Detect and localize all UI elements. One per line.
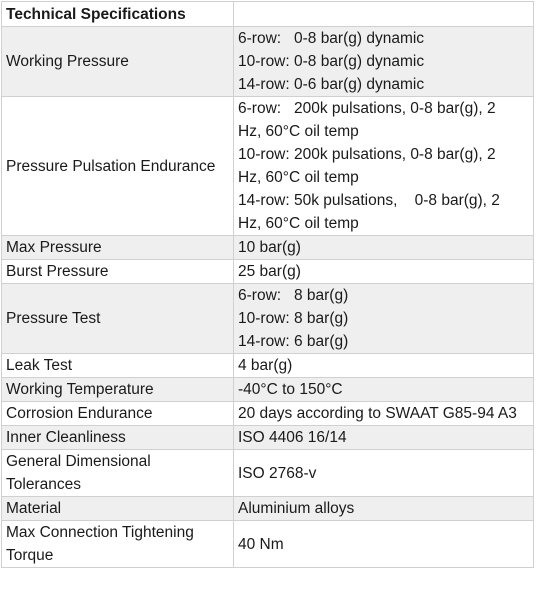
- spec-value: ISO 2768-v: [233, 449, 534, 497]
- spec-value: 6-row: 200k pulsations, 0-8 bar(g), 2 Hz…: [233, 96, 534, 236]
- spec-label: Corrosion Endurance: [1, 401, 234, 426]
- technical-specifications-table: Technical Specifications Working Pressur…: [1, 1, 534, 568]
- table-row: Corrosion Endurance 20 days according to…: [1, 401, 534, 426]
- spec-label: Material: [1, 496, 234, 521]
- spec-value: Aluminium alloys: [233, 496, 534, 521]
- spec-value: 4 bar(g): [233, 353, 534, 378]
- spec-value: 10 bar(g): [233, 235, 534, 260]
- table-row: Working Pressure 6-row: 0-8 bar(g) dynam…: [1, 26, 534, 97]
- spec-label: Inner Cleanliness: [1, 425, 234, 450]
- spec-value: 25 bar(g): [233, 259, 534, 284]
- spec-value-line: Hz, 60°C oil temp: [238, 169, 359, 186]
- table-header-row: Technical Specifications: [1, 1, 534, 27]
- table-row: Max Pressure 10 bar(g): [1, 235, 534, 260]
- spec-label: Max Connection Tightening Torque: [1, 520, 234, 568]
- spec-value-line: 6-row: 0-8 bar(g) dynamic: [238, 30, 425, 47]
- table-row: Pressure Pulsation Endurance 6-row: 200k…: [1, 96, 534, 236]
- spec-value: -40°C to 150°C: [233, 377, 534, 402]
- spec-value: ISO 4406 16/14: [233, 425, 534, 450]
- spec-value-line: Hz, 60°C oil temp: [238, 123, 359, 140]
- spec-value-line: 10-row: 200k pulsations, 0-8 bar(g), 2: [238, 146, 496, 163]
- spec-label: General Dimensional Tolerances: [1, 449, 234, 497]
- table-row: General Dimensional Tolerances ISO 2768-…: [1, 449, 534, 497]
- spec-value: 6-row: 0-8 bar(g) dynamic 10-row: 0-8 ba…: [233, 26, 534, 97]
- spec-value-line: 10-row: 8 bar(g): [238, 310, 349, 327]
- spec-value-line: 6-row: 8 bar(g): [238, 287, 349, 304]
- spec-label: Leak Test: [1, 353, 234, 378]
- spec-value-line: Hz, 60°C oil temp: [238, 215, 359, 232]
- table-header-value: [233, 1, 534, 27]
- table-row: Inner Cleanliness ISO 4406 16/14: [1, 425, 534, 450]
- spec-value-line: 14-row: 6 bar(g): [238, 333, 349, 350]
- table-row: Burst Pressure 25 bar(g): [1, 259, 534, 284]
- spec-value: 20 days according to SWAAT G85-94 A3: [233, 401, 534, 426]
- spec-value-line: 14-row: 0-6 bar(g) dynamic: [238, 76, 425, 93]
- table-row: Working Temperature -40°C to 150°C: [1, 377, 534, 402]
- spec-value: 6-row: 8 bar(g) 10-row: 8 bar(g) 14-row:…: [233, 283, 534, 354]
- spec-label: Working Pressure: [1, 26, 234, 97]
- spec-value-line: 6-row: 200k pulsations, 0-8 bar(g), 2: [238, 100, 496, 117]
- spec-label: Working Temperature: [1, 377, 234, 402]
- spec-label: Burst Pressure: [1, 259, 234, 284]
- spec-value-line: 14-row: 50k pulsations, 0-8 bar(g), 2: [238, 192, 500, 209]
- table-title: Technical Specifications: [1, 1, 234, 27]
- table-row: Max Connection Tightening Torque 40 Nm: [1, 520, 534, 568]
- table-row: Material Aluminium alloys: [1, 496, 534, 521]
- table-row: Pressure Test 6-row: 8 bar(g) 10-row: 8 …: [1, 283, 534, 354]
- spec-value-line: 10-row: 0-8 bar(g) dynamic: [238, 53, 425, 70]
- spec-label: Max Pressure: [1, 235, 234, 260]
- spec-value: 40 Nm: [233, 520, 534, 568]
- spec-label: Pressure Pulsation Endurance: [1, 96, 234, 236]
- spec-label: Pressure Test: [1, 283, 234, 354]
- table-row: Leak Test 4 bar(g): [1, 353, 534, 378]
